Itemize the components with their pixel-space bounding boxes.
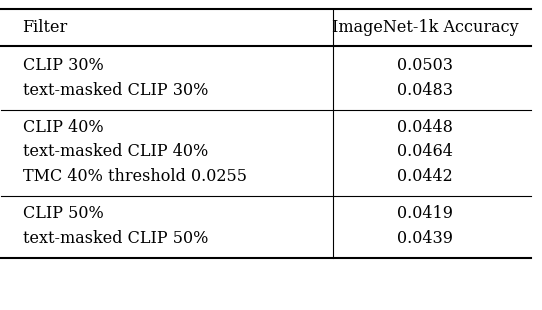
Text: Filter: Filter [23,19,68,36]
Text: CLIP 40%: CLIP 40% [23,119,103,136]
Text: 0.0464: 0.0464 [397,144,453,161]
Text: 0.0442: 0.0442 [397,168,453,185]
Text: text-masked CLIP 30%: text-masked CLIP 30% [23,82,208,99]
Text: text-masked CLIP 40%: text-masked CLIP 40% [23,144,208,161]
Text: 0.0448: 0.0448 [397,119,453,136]
Text: TMC 40% threshold 0.0255: TMC 40% threshold 0.0255 [23,168,247,185]
Text: 0.0503: 0.0503 [397,57,453,74]
Text: CLIP 50%: CLIP 50% [23,206,104,223]
Text: CLIP 30%: CLIP 30% [23,57,104,74]
Text: 0.0439: 0.0439 [397,230,453,247]
Text: 0.0483: 0.0483 [397,82,453,99]
Text: 0.0419: 0.0419 [397,206,453,223]
Text: ImageNet-1k Accuracy: ImageNet-1k Accuracy [332,19,519,36]
Text: text-masked CLIP 50%: text-masked CLIP 50% [23,230,208,247]
